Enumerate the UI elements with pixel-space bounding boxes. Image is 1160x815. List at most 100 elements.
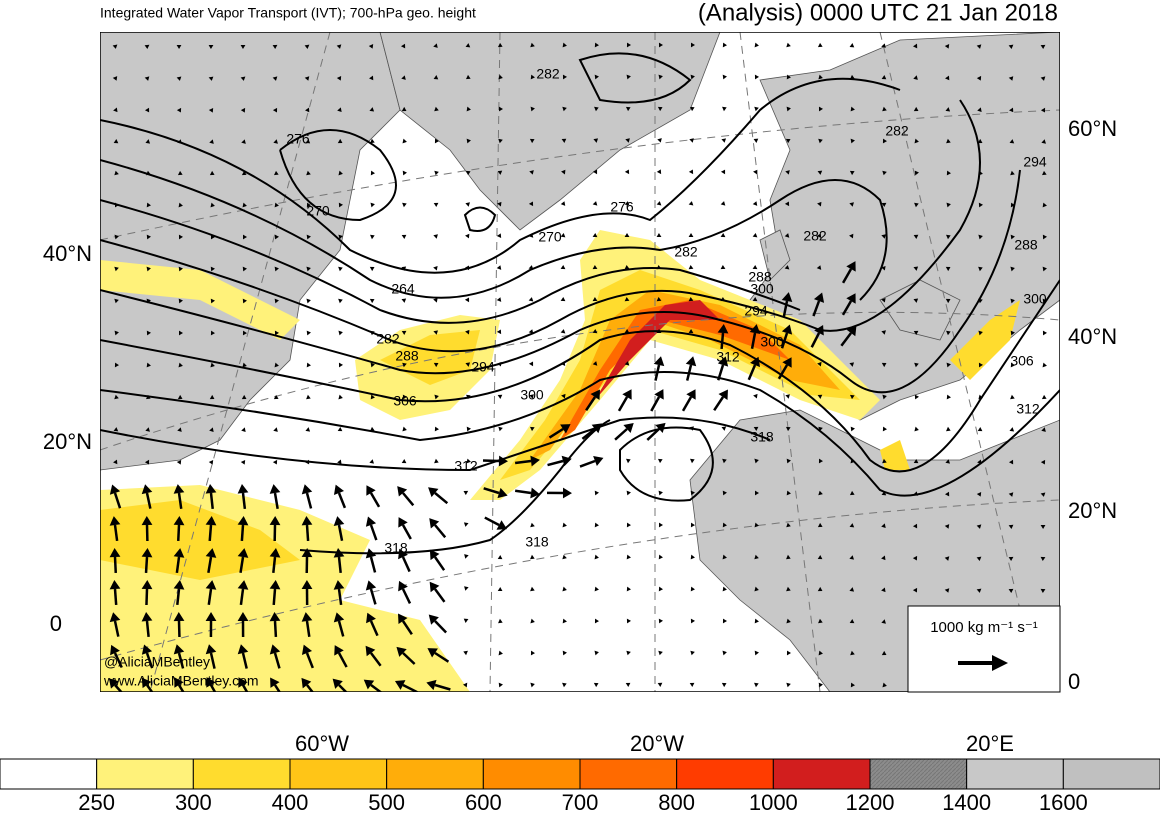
vector — [433, 265, 438, 271]
colorbar-tick-label: 400 — [272, 790, 309, 815]
graticule — [100, 32, 1060, 692]
vector — [1042, 234, 1047, 240]
vector — [210, 330, 215, 336]
vector — [498, 618, 503, 624]
vector — [402, 394, 407, 400]
vector — [146, 362, 151, 368]
vector-shaft — [401, 556, 411, 573]
vector — [434, 458, 439, 464]
vector — [240, 44, 246, 49]
vector — [690, 458, 695, 464]
vector — [717, 356, 729, 367]
vector — [112, 76, 118, 81]
vector — [1040, 44, 1046, 49]
vector-shaft — [840, 332, 852, 347]
vector — [370, 202, 375, 208]
vector — [209, 427, 214, 432]
vector-shaft — [401, 524, 412, 540]
vector — [850, 426, 855, 432]
vector — [882, 106, 887, 112]
vector — [333, 580, 345, 590]
vector — [178, 362, 183, 368]
vector — [1008, 459, 1014, 465]
vector — [145, 427, 150, 432]
vector — [338, 298, 343, 304]
vector-shaft — [239, 556, 245, 573]
contour-label: 318 — [750, 429, 774, 445]
vector-shaft — [113, 524, 119, 542]
vector — [338, 234, 343, 240]
vector — [530, 650, 535, 656]
vector — [882, 170, 887, 176]
vector — [753, 393, 758, 399]
vector — [114, 330, 119, 336]
vector — [688, 329, 694, 334]
vector — [786, 682, 791, 688]
vector — [301, 644, 313, 655]
colorbar-swatch — [192, 758, 291, 790]
vector — [146, 202, 151, 208]
vector-shaft — [113, 492, 122, 509]
vector — [301, 677, 312, 689]
vector — [946, 234, 951, 240]
vector — [849, 233, 854, 239]
vector — [721, 426, 727, 431]
vector — [240, 107, 246, 113]
vector — [688, 265, 694, 270]
vector-shaft — [337, 652, 348, 668]
vector-shaft — [434, 492, 449, 505]
vector — [498, 455, 508, 467]
vector — [654, 389, 664, 400]
vector-shaft — [777, 364, 789, 380]
vector — [913, 458, 919, 464]
vector — [209, 394, 215, 400]
vector — [690, 490, 695, 496]
vector — [594, 106, 599, 112]
vector — [754, 682, 759, 688]
vector — [398, 517, 408, 528]
vector-shaft — [175, 556, 181, 574]
vector — [786, 618, 791, 624]
vector — [752, 233, 758, 238]
vector — [497, 170, 503, 175]
contour-label: 318 — [525, 534, 549, 550]
vector — [722, 522, 727, 528]
vector-shaft — [434, 620, 448, 634]
colorbar-tick-label: 700 — [562, 790, 599, 815]
vector — [273, 394, 279, 400]
vector — [786, 106, 791, 112]
vector — [306, 170, 311, 176]
vector — [1009, 427, 1015, 432]
vector — [593, 682, 599, 688]
colorbar-swatch — [96, 758, 194, 790]
vector — [945, 107, 951, 112]
vector-shaft — [337, 492, 347, 509]
vector — [688, 233, 694, 238]
vector — [173, 644, 185, 655]
vector — [590, 389, 600, 400]
vector — [754, 490, 759, 496]
vector — [753, 138, 759, 143]
vector — [912, 587, 918, 593]
vector — [338, 330, 343, 336]
vector — [945, 298, 951, 304]
vector — [113, 427, 119, 432]
vector — [205, 516, 217, 526]
vector — [304, 44, 310, 49]
vector — [976, 588, 982, 593]
vector — [1042, 362, 1047, 368]
vector — [530, 487, 540, 499]
vector — [1008, 524, 1014, 529]
vector — [144, 107, 150, 113]
vector — [784, 265, 790, 270]
vector — [427, 648, 438, 658]
vector — [690, 618, 695, 624]
vector — [626, 522, 631, 528]
vector — [594, 522, 599, 528]
vector — [944, 556, 950, 561]
vector — [429, 581, 440, 593]
vector — [720, 169, 726, 175]
vector — [529, 138, 535, 144]
vector — [720, 201, 726, 206]
